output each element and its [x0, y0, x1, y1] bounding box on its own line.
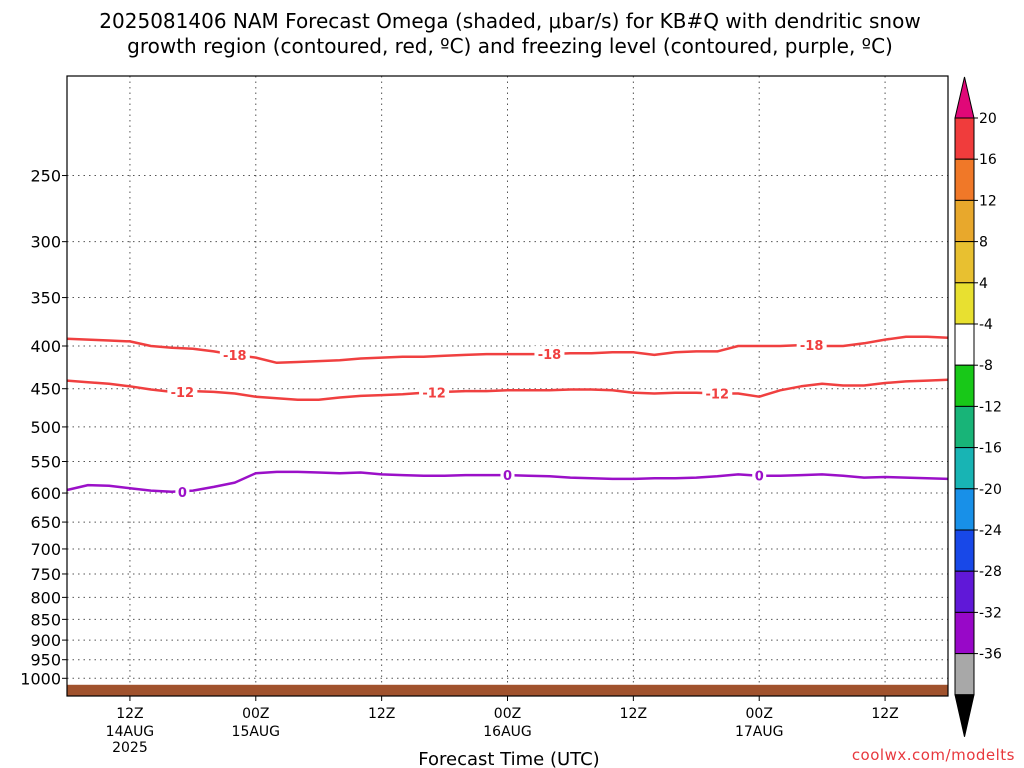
contour-label: -12	[706, 388, 730, 403]
y-tick-label: 850	[30, 610, 61, 629]
contour-label: -18	[223, 349, 247, 364]
colorbar-label: -8	[979, 358, 993, 374]
colorbar-top-arrow	[954, 76, 975, 119]
colorbar-label: -12	[979, 399, 1002, 415]
y-tick-label: 750	[30, 565, 61, 584]
x-tick-label: 12Z	[116, 706, 143, 722]
colorbar-label: -4	[979, 317, 993, 333]
colorbar-label: -32	[979, 605, 1002, 621]
contour-line--12	[66, 378, 949, 402]
colorbar-swatch	[954, 653, 975, 696]
colorbar-swatch	[954, 570, 975, 613]
y-tick-label: 250	[30, 167, 61, 186]
contour-label-bg	[500, 467, 515, 484]
x-tick-label: 00Z	[242, 706, 269, 722]
colorbar-swatch	[954, 447, 975, 490]
contour-label: 0	[503, 469, 512, 484]
colorbar-label: -16	[979, 441, 1002, 457]
x-tick-sublabel: 15AUG	[232, 724, 281, 740]
colorbar: 20 16 12 8 4 -4 -8 -12 -16 -20 -24 -28 -32 -36	[954, 76, 1002, 737]
y-tick-label: 450	[30, 380, 61, 399]
contour-label: -12	[422, 387, 446, 402]
contour-label: -12	[171, 386, 195, 401]
y-tick-label: 650	[30, 513, 61, 532]
surface-terrain	[67, 684, 948, 696]
colorbar-label: -24	[979, 523, 1002, 539]
colorbar-label: -20	[979, 482, 1002, 498]
y-tick-label: 350	[30, 289, 61, 308]
chart-title: 2025081406 NAM Forecast Omega (shaded, μ…	[99, 9, 920, 58]
colorbar-swatch	[954, 323, 975, 366]
colorbar-swatch	[954, 405, 975, 449]
credit-text: coolwx.com/modelts	[852, 746, 1015, 764]
contour-label-bg	[419, 384, 450, 401]
contour-label: 0	[178, 486, 187, 501]
contour-label: -18	[538, 348, 562, 363]
contour-label-bg	[167, 383, 198, 400]
y-tick-label: 950	[30, 651, 61, 670]
colorbar-label: 8	[979, 235, 988, 251]
x-tick-label: 12Z	[871, 706, 898, 722]
contour-label-bg	[796, 337, 827, 354]
title-line-2: growth region (contoured, red, ºC) and f…	[127, 34, 893, 58]
x-tick-sublabel: 2025	[112, 740, 148, 756]
colorbar-swatch	[954, 611, 975, 655]
y-tick-label: 900	[30, 631, 61, 650]
colorbar-bottom-arrow	[954, 694, 975, 737]
colorbar-swatch	[954, 529, 975, 572]
x-tick-label: 12Z	[620, 706, 647, 722]
contour-label-bg	[175, 483, 190, 500]
x-tick-label: 12Z	[368, 706, 395, 722]
y-tick-label: 800	[30, 588, 61, 607]
contour-label: -18	[800, 339, 824, 354]
contour-label-bg	[702, 385, 733, 402]
colorbar-swatch	[954, 241, 975, 284]
x-tick-label: 00Z	[494, 706, 521, 722]
colorbar-swatch	[954, 158, 975, 201]
x-tick-sublabel: 16AUG	[483, 724, 532, 740]
y-tick-label: 300	[30, 233, 61, 252]
colorbar-swatch	[954, 199, 975, 243]
surface-band	[67, 684, 948, 696]
y-tick-label: 600	[30, 484, 61, 503]
x-axis-label: Forecast Time (UTC)	[418, 749, 599, 768]
y-tick-label: 1000	[20, 669, 61, 688]
colorbar-swatch	[954, 117, 975, 160]
x-tick-sublabel: 14AUG	[106, 724, 155, 740]
contour-label: 0	[755, 470, 764, 485]
colorbar-label: 20	[979, 111, 997, 127]
y-tick-label: 500	[30, 418, 61, 437]
grid	[67, 76, 948, 696]
colorbar-label: 4	[979, 276, 988, 292]
contour-series: -18 -18 -18 -12 -12 -12 0 0 0	[66, 335, 949, 501]
colorbar-swatch	[954, 364, 975, 407]
contour-label-bg	[534, 346, 565, 363]
y-tick-label: 400	[30, 337, 61, 356]
x-tick-sublabel: 17AUG	[735, 724, 784, 740]
y-tick-label: 550	[30, 452, 61, 471]
colorbar-label: 16	[979, 152, 997, 168]
x-tick-label: 00Z	[746, 706, 773, 722]
colorbar-swatch	[954, 488, 975, 531]
contour-label-bg	[752, 467, 767, 484]
title-line-1: 2025081406 NAM Forecast Omega (shaded, μ…	[99, 9, 920, 33]
colorbar-label: -28	[979, 564, 1002, 580]
contour-label-bg	[219, 346, 250, 363]
colorbar-swatch	[954, 282, 975, 325]
y-axis: 250 300 350 400 450 500 550 600 650 700 750 800 850 9…	[20, 167, 67, 688]
plot-frame	[66, 75, 949, 697]
colorbar-label: 12	[979, 193, 997, 209]
y-tick-label: 700	[30, 540, 61, 559]
colorbar-label: -36	[979, 647, 1002, 663]
